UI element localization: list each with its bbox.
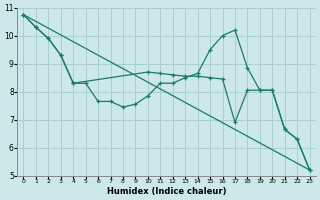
- X-axis label: Humidex (Indice chaleur): Humidex (Indice chaleur): [107, 187, 226, 196]
